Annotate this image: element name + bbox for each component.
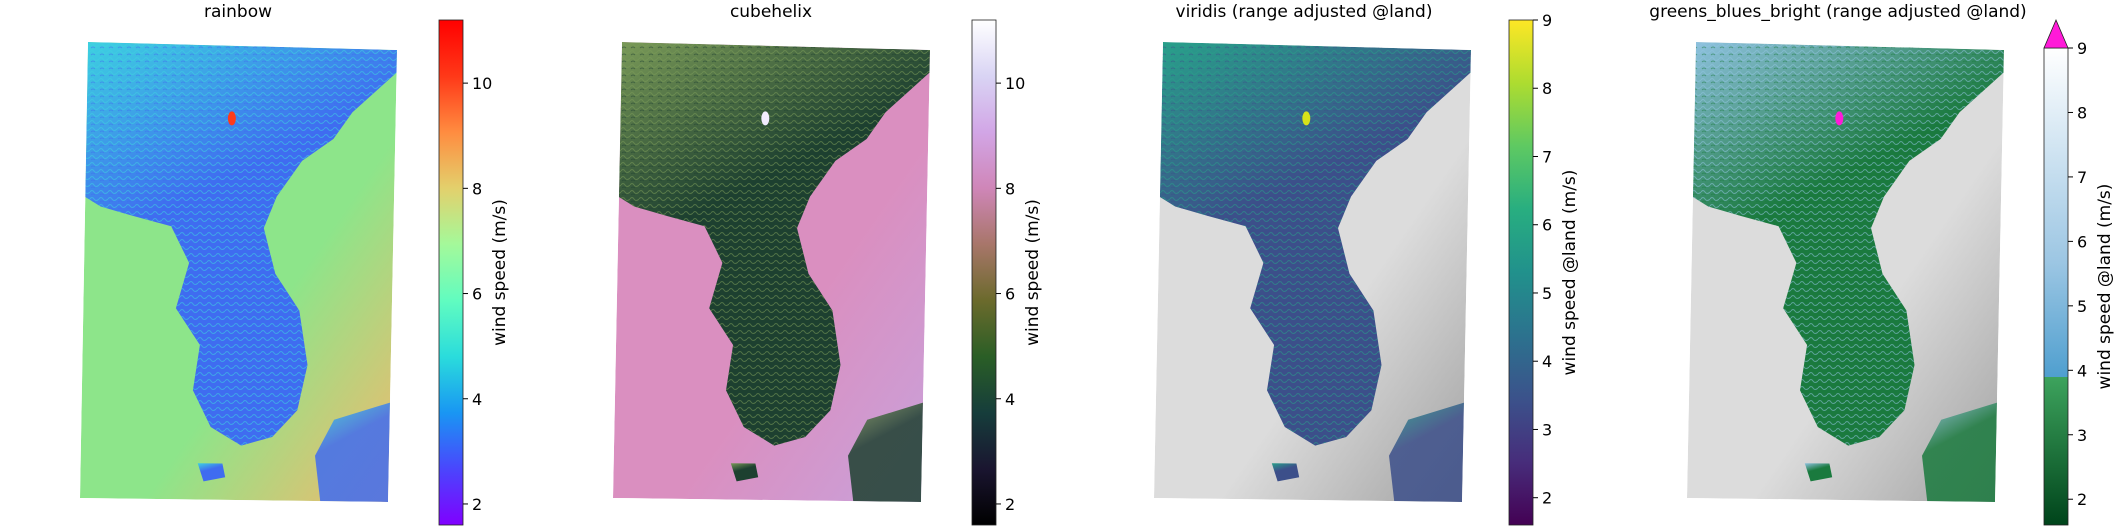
colorbar-tick-label: 3 <box>1542 420 1552 439</box>
colorbar-extend-arrow <box>2043 18 2069 49</box>
colorbar-tick-label: 8 <box>1542 79 1552 98</box>
colorbar-label: wind speed (m/s) <box>1023 199 1043 346</box>
colorbar-tick-label: 3 <box>2077 426 2087 445</box>
colorbar-tick-label: 9 <box>2077 39 2087 58</box>
island <box>1271 463 1300 482</box>
island <box>197 463 226 482</box>
terrain-texture <box>618 42 930 446</box>
colorbar-tick-label: 2 <box>472 495 482 514</box>
colorbar-tick-label: 7 <box>2077 168 2087 187</box>
terrain-texture <box>1159 42 1471 446</box>
peak-marker <box>227 111 236 126</box>
colorbar-tick-label: 8 <box>472 179 482 198</box>
colorbar <box>2043 47 2069 526</box>
colorbar-tick-label: 6 <box>1005 285 1015 304</box>
colorbar-tick-label: 4 <box>2077 361 2087 380</box>
island <box>1804 463 1833 482</box>
colorbar-tick-label: 2 <box>1005 495 1015 514</box>
colorbar <box>971 19 997 526</box>
colorbar-label: wind speed @land (m/s) <box>1560 170 1580 376</box>
island <box>730 463 759 482</box>
colorbar <box>1508 19 1534 526</box>
colorbar-label: wind speed @land (m/s) <box>2095 184 2115 390</box>
coast-area <box>315 402 390 502</box>
colorbar-label: wind speed (m/s) <box>490 199 510 346</box>
colorbar-tick-label: 9 <box>1542 11 1552 30</box>
coast-area <box>1389 402 1464 502</box>
coast-area <box>848 402 923 502</box>
map-title: cubehelix <box>729 2 813 22</box>
terrain-texture <box>1692 42 2004 446</box>
colorbar-tick-label: 4 <box>472 390 482 409</box>
map-area <box>1154 42 1471 502</box>
colorbar-tick-label: 8 <box>1005 179 1015 198</box>
peak-marker <box>1302 111 1311 126</box>
map-title: viridis (range adjusted @land) <box>1175 2 1433 22</box>
colorbar-tick-label: 7 <box>1542 147 1552 166</box>
colorbar-tick-label: 6 <box>2077 232 2087 251</box>
colorbar-tick-label: 10 <box>1005 74 1025 93</box>
colorbar-tick-label: 6 <box>1542 216 1552 235</box>
peak-marker <box>1835 111 1844 126</box>
coast-area <box>1922 402 1997 502</box>
colorbar-tick-label: 5 <box>1542 284 1552 303</box>
map-area <box>613 42 930 502</box>
colorbar-tick-label: 5 <box>2077 297 2087 316</box>
map-area <box>1687 42 2004 502</box>
colorbar-tick-label: 2 <box>1542 489 1552 508</box>
colorbar-tick-label: 6 <box>472 285 482 304</box>
colorbar-tick-label: 10 <box>472 74 492 93</box>
colorbar <box>438 19 464 526</box>
colorbar-tick-label: 4 <box>1005 390 1015 409</box>
map-title: greens_blues_bright (range adjusted @lan… <box>1649 2 2027 22</box>
map-title: rainbow <box>204 2 272 22</box>
terrain-texture <box>85 42 397 446</box>
map-area <box>80 42 397 502</box>
colorbar-tick-label: 8 <box>2077 103 2087 122</box>
colorbar-tick-label: 4 <box>1542 352 1552 371</box>
colorbar-tick-label: 2 <box>2077 490 2087 509</box>
peak-marker <box>761 111 770 126</box>
